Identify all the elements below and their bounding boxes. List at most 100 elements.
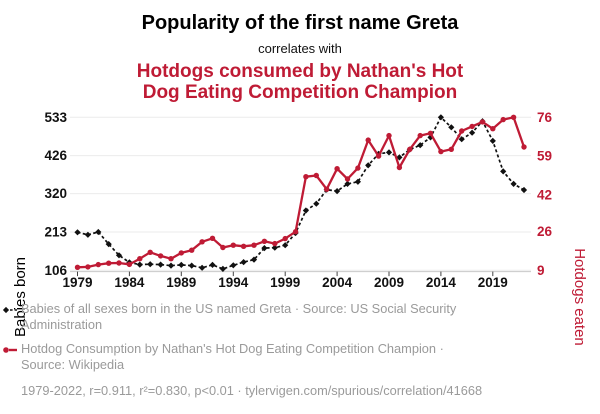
dot-marker [448, 146, 454, 152]
dot-marker [334, 166, 340, 172]
dot-marker [261, 238, 268, 244]
chart-subtitle: Hotdogs consumed by Nathan's Hot Dog Eat… [136, 61, 464, 103]
dot-marker [251, 242, 257, 248]
diamond-marker [167, 262, 175, 269]
diamond-marker [302, 207, 309, 214]
dot-marker [168, 256, 174, 262]
diamond-marker [448, 124, 455, 131]
diamond-marker [95, 228, 102, 236]
chart-area: 1979 1984 1989 1994 1999 2004 2009 2014 2019 106 2… [0, 103, 600, 346]
diamond-marker [500, 168, 507, 175]
x-axis: 1979 1984 1989 1994 1999 2004 2009 2014 2019 [62, 271, 531, 290]
legend-item-babies: Babies of all sexes born in the US named… [2, 301, 562, 332]
diamond-marker [354, 178, 361, 185]
dot-marker [157, 253, 164, 259]
dot-marker [365, 137, 371, 143]
left-tick-label: 213 [44, 225, 67, 240]
legend-label-hotdogs: Hotdog Consumption by Nathan's Hot Dog E… [21, 341, 444, 372]
diamond-marker [209, 261, 216, 268]
chart-header: Popularity of the first name Greta corre… [0, 0, 600, 103]
x-tick-label: 2004 [322, 275, 353, 290]
page-title: Popularity of the first name Greta [141, 12, 459, 34]
dot-marker [199, 239, 205, 245]
dot-marker [459, 128, 465, 134]
diamond-marker [178, 261, 185, 268]
x-tick-label: 1994 [218, 275, 249, 290]
legend-label-babies: Babies of all sexes born in the US named… [21, 301, 457, 332]
diamond-marker [230, 262, 237, 269]
left-tick-label: 533 [44, 110, 67, 125]
right-tick-label: 9 [537, 263, 545, 278]
diamond-marker [105, 241, 112, 248]
diamond-marker [458, 136, 465, 143]
correlation-line-chart: 1979 1984 1989 1994 1999 2004 2009 2014 2019 106 2… [44, 110, 553, 290]
dot-marker [137, 256, 143, 262]
diamond-marker [520, 186, 528, 194]
dot-marker [427, 130, 434, 136]
dot-marker [510, 114, 517, 120]
chart-legend: Babies of all sexes born in the US named… [2, 301, 562, 399]
dot-marker [313, 172, 319, 179]
diamond-marker [188, 262, 195, 269]
diamond-marker [344, 180, 351, 187]
dot-marker [344, 176, 351, 182]
dot-marker [74, 264, 81, 270]
stats-footnote: 1979-2022, r=0.911, r²=0.830, p<0.01 · t… [21, 383, 483, 398]
diamond-marker [396, 154, 403, 161]
x-tick-label: 1984 [114, 275, 145, 290]
diamond-marker [74, 229, 81, 236]
dot-marker [126, 261, 133, 268]
dot-marker [209, 235, 216, 241]
dot-marker [386, 132, 392, 139]
left-tick-label: 320 [44, 186, 67, 201]
dot-marker [479, 119, 486, 125]
diamond-marker [313, 200, 320, 207]
red-dot-solid-icon [3, 347, 17, 353]
dot-marker [292, 229, 299, 235]
correlates-with-label: correlates with [258, 41, 342, 56]
dot-marker [116, 260, 122, 266]
x-tick-label: 2019 [478, 275, 508, 290]
dot-marker [407, 146, 413, 152]
dot-marker [500, 116, 506, 123]
dot-marker [85, 264, 91, 270]
diamond-marker [136, 261, 143, 268]
x-tick-label: 2014 [426, 275, 457, 290]
dot-marker [355, 165, 361, 171]
diamond-marker [334, 188, 341, 195]
x-tick-label: 2009 [374, 275, 404, 290]
diamond-marker [365, 162, 372, 169]
dot-marker [324, 186, 330, 192]
diamond-marker [385, 149, 393, 156]
right-tick-label: 76 [537, 110, 553, 125]
left-tick-label: 106 [44, 263, 67, 278]
hotdogs-line [77, 116, 526, 269]
dot-marker [375, 153, 382, 159]
right-axis-title: Hotdogs eaten [571, 248, 588, 346]
right-tick-label: 42 [537, 187, 552, 202]
dot-marker [272, 240, 278, 247]
dot-marker [106, 260, 112, 266]
dot-marker [147, 249, 153, 255]
diamond-marker [157, 261, 164, 268]
dot-marker [521, 144, 527, 150]
diamond-marker [240, 259, 247, 266]
dot-marker [396, 164, 403, 171]
right-axis-labels: 9 26 42 59 76 [537, 110, 553, 278]
dot-marker [220, 244, 226, 251]
diamond-marker [489, 137, 496, 144]
left-tick-label: 426 [44, 148, 67, 163]
dot-marker [178, 250, 184, 256]
right-tick-label: 59 [537, 149, 552, 164]
diamond-marker [282, 242, 289, 249]
diamond-marker [219, 265, 226, 272]
gridlines [70, 116, 531, 271]
legend-item-hotdogs: Hotdog Consumption by Nathan's Hot Dog E… [2, 341, 562, 372]
x-tick-label: 1979 [62, 275, 92, 290]
dot-marker [469, 123, 475, 130]
x-tick-label: 1999 [270, 275, 300, 290]
diamond-marker [261, 245, 268, 252]
right-tick-label: 26 [537, 224, 553, 239]
dot-marker [438, 148, 444, 155]
